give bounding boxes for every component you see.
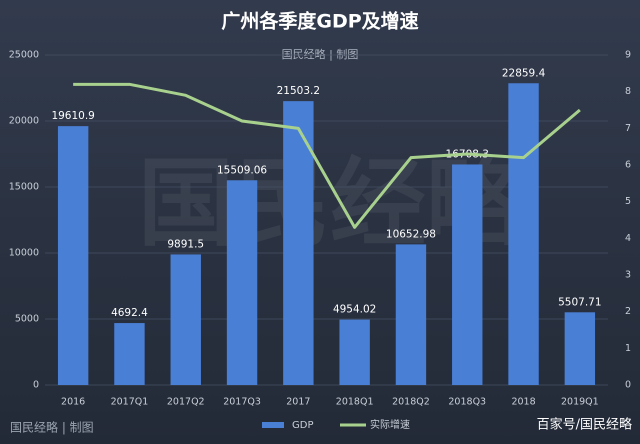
value-label: 15509.06: [217, 164, 267, 176]
x-tick-label: 2017Q2: [167, 397, 205, 408]
value-label: 10652.98: [386, 228, 436, 240]
bar: [114, 323, 145, 385]
value-label: 21503.2: [277, 85, 320, 97]
bar: [57, 126, 89, 386]
x-tick-label: 2016: [61, 397, 85, 408]
y2-tick-label: 2: [625, 306, 631, 317]
x-tick-label: 2017Q1: [111, 397, 149, 408]
y-tick-label: 25000: [9, 50, 39, 61]
value-label: 9891.5: [167, 238, 204, 250]
y2-tick-label: 4: [625, 233, 631, 244]
x-tick-label: 2019Q1: [561, 397, 599, 408]
y-tick-label: 0: [33, 380, 39, 391]
bar: [283, 101, 314, 385]
value-label: 4692.4: [111, 307, 148, 319]
bar: [452, 164, 483, 385]
legend-label: GDP: [292, 420, 313, 431]
chart-subtitle: 国民经略 | 制图: [282, 47, 359, 61]
y-tick-label: 5000: [15, 314, 39, 325]
bar: [170, 254, 201, 385]
x-tick-label: 2017Q3: [223, 397, 261, 408]
legend-swatch: [262, 422, 284, 428]
chart-title: 广州各季度GDP及增速: [221, 10, 418, 33]
y2-tick-label: 5: [625, 196, 631, 207]
footer-right: 百家号/国民经略: [537, 417, 632, 433]
y-tick-label: 15000: [9, 182, 39, 193]
x-tick-label: 2018Q3: [448, 397, 486, 408]
bar: [564, 312, 596, 385]
y2-tick-label: 7: [625, 123, 631, 134]
value-label: 5507.71: [558, 296, 601, 308]
growth-line: [73, 82, 581, 229]
legend-label: 实际增速: [370, 418, 410, 431]
footer-left: 国民经略 | 制图: [10, 420, 94, 435]
x-tick-label: 2017: [286, 397, 310, 408]
value-label: 4954.02: [333, 304, 376, 316]
x-tick-label: 2018Q2: [392, 397, 430, 408]
y-tick-label: 20000: [9, 116, 39, 127]
bar: [395, 244, 427, 385]
y2-tick-label: 8: [625, 86, 631, 97]
y2-tick-label: 9: [625, 50, 631, 61]
x-tick-label: 2018Q1: [336, 397, 374, 408]
value-label: 19610.9: [51, 110, 94, 122]
y2-tick-label: 0: [625, 380, 631, 391]
x-tick-label: 2018: [511, 397, 535, 408]
y-tick-label: 10000: [9, 248, 39, 259]
bar: [339, 319, 370, 385]
y2-tick-label: 6: [625, 160, 631, 171]
bar: [226, 180, 258, 385]
bar: [508, 83, 539, 385]
y2-tick-label: 3: [625, 270, 631, 281]
y2-tick-label: 1: [625, 343, 631, 354]
value-label: 22859.4: [502, 67, 546, 79]
